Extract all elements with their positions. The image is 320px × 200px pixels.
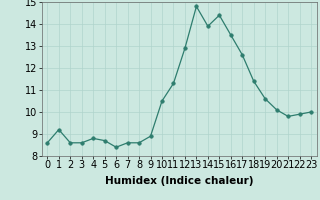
X-axis label: Humidex (Indice chaleur): Humidex (Indice chaleur): [105, 176, 253, 186]
